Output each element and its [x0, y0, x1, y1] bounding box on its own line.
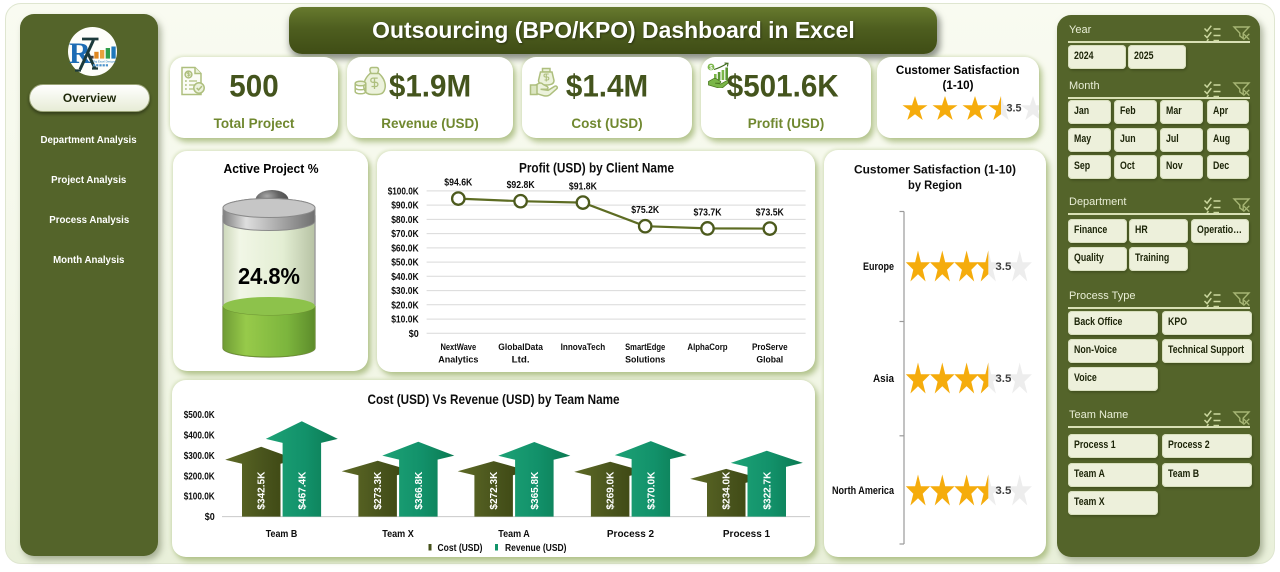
svg-text:$272.3K: $272.3K [488, 471, 500, 509]
svg-text:$92.8K: $92.8K [507, 180, 536, 191]
svg-text:Ltd.: Ltd. [512, 355, 530, 366]
svg-text:$73.5K: $73.5K [756, 208, 785, 219]
svg-text:$500.0K: $500.0K [184, 410, 216, 421]
svg-text:Team X: Team X [382, 528, 414, 540]
svg-text:North America: North America [832, 485, 895, 497]
svg-text:$269.0K: $269.0K [605, 471, 617, 509]
svg-text:Solutions: Solutions [625, 355, 665, 366]
svg-text:$342.5K: $342.5K [256, 471, 268, 509]
svg-text:$: $ [709, 65, 713, 71]
svg-text:$322.7K: $322.7K [761, 471, 773, 509]
svg-text:Raj Excel Designs: Raj Excel Designs [93, 60, 116, 64]
svg-text:$0: $0 [409, 329, 419, 340]
svg-text:GlobalData: GlobalData [498, 342, 543, 353]
svg-text:$0: $0 [205, 512, 215, 523]
svg-text:$70.0K: $70.0K [391, 229, 419, 240]
svg-text:Team A: Team A [498, 528, 530, 540]
svg-text:$75.2K: $75.2K [631, 205, 660, 216]
svg-text:$90.0K: $90.0K [391, 201, 419, 212]
svg-text:by Region: by Region [908, 178, 962, 192]
svg-text:$366.8K: $366.8K [413, 471, 425, 509]
svg-text:Customer Satisfaction (1-10): Customer Satisfaction (1-10) [854, 163, 1016, 177]
svg-text:$273.3K: $273.3K [372, 471, 384, 509]
svg-text:$94.6K: $94.6K [444, 178, 473, 189]
svg-text:$50.0K: $50.0K [391, 258, 419, 269]
svg-text:$370.0K: $370.0K [645, 471, 657, 509]
svg-text:InnovaTech: InnovaTech [561, 342, 606, 353]
svg-text:AlphaCorp: AlphaCorp [687, 342, 727, 353]
svg-text:Profit (USD) by Client Name: Profit (USD) by Client Name [519, 161, 674, 176]
svg-text:$30.0K: $30.0K [391, 286, 419, 297]
svg-text:$467.4K: $467.4K [296, 471, 308, 509]
svg-text:$234.0K: $234.0K [721, 471, 733, 509]
svg-text:$400.0K: $400.0K [184, 431, 216, 442]
svg-text:$20.0K: $20.0K [391, 300, 419, 311]
svg-text:$91.8K: $91.8K [569, 182, 598, 193]
svg-text:Revenue (USD): Revenue (USD) [505, 543, 567, 554]
svg-text:$10.0K: $10.0K [391, 315, 419, 326]
svg-text:$365.8K: $365.8K [529, 471, 541, 509]
svg-text:Cost (USD) Vs Revenue (USD) by: Cost (USD) Vs Revenue (USD) by Team Name [368, 392, 620, 407]
svg-text:Process 2: Process 2 [607, 528, 654, 540]
svg-text:3.5: 3.5 [995, 485, 1011, 497]
svg-text:$100.0K: $100.0K [388, 186, 420, 197]
svg-text:$80.0K: $80.0K [391, 215, 419, 226]
svg-text:Analytics: Analytics [438, 355, 478, 366]
svg-text:$300.0K: $300.0K [184, 451, 216, 462]
svg-text:$73.7K: $73.7K [694, 207, 723, 218]
svg-text:3.5: 3.5 [1007, 103, 1022, 115]
svg-text:Team B: Team B [266, 528, 298, 540]
svg-text:3.5: 3.5 [995, 373, 1011, 385]
svg-text:Asia: Asia [873, 373, 895, 385]
svg-text:$60.0K: $60.0K [391, 243, 419, 254]
svg-text:SmartEdge: SmartEdge [625, 342, 665, 353]
svg-text:Global: Global [756, 355, 783, 366]
svg-text:$40.0K: $40.0K [391, 272, 419, 283]
svg-text:R: R [69, 37, 91, 70]
svg-text:Cost (USD): Cost (USD) [438, 543, 483, 554]
svg-text:$100.0K: $100.0K [184, 492, 216, 503]
svg-text:NextWave: NextWave [440, 342, 476, 353]
svg-text:$200.0K: $200.0K [184, 471, 216, 482]
svg-text:Europe: Europe [863, 261, 894, 273]
svg-text:3.5: 3.5 [995, 261, 1011, 273]
svg-text:ProServe: ProServe [752, 342, 788, 353]
svg-text:24.8%: 24.8% [238, 263, 300, 289]
svg-text:Process 1: Process 1 [723, 528, 770, 540]
